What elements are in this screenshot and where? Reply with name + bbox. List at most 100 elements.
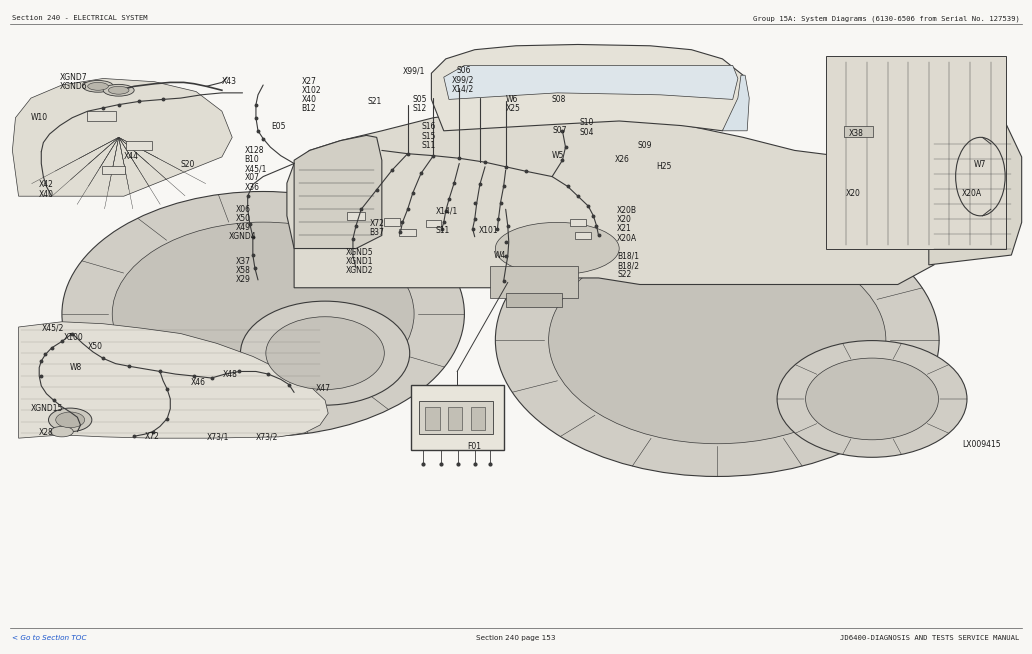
Text: X28: X28 bbox=[39, 428, 54, 438]
Ellipse shape bbox=[103, 84, 134, 96]
Ellipse shape bbox=[88, 82, 108, 90]
Text: X102: X102 bbox=[301, 86, 321, 95]
Text: B12: B12 bbox=[301, 104, 316, 113]
Bar bbox=[411, 385, 504, 450]
Text: X20A: X20A bbox=[617, 233, 638, 243]
Text: X20A: X20A bbox=[962, 189, 982, 198]
Ellipse shape bbox=[108, 86, 129, 94]
Polygon shape bbox=[12, 78, 232, 196]
Text: W6: W6 bbox=[506, 95, 518, 104]
Ellipse shape bbox=[49, 408, 92, 432]
Bar bbox=[384, 218, 400, 226]
Text: X40: X40 bbox=[39, 190, 55, 199]
Text: X99/2: X99/2 bbox=[452, 75, 475, 84]
Text: X29: X29 bbox=[235, 275, 250, 284]
Bar bbox=[844, 126, 873, 137]
Bar bbox=[419, 401, 493, 434]
Text: S05: S05 bbox=[413, 95, 427, 104]
Text: S08: S08 bbox=[551, 95, 566, 104]
Text: X20B: X20B bbox=[617, 206, 637, 215]
Text: JD6400-DIAGNOSIS AND TESTS SERVICE MANUAL: JD6400-DIAGNOSIS AND TESTS SERVICE MANUA… bbox=[840, 634, 1020, 641]
Text: X27: X27 bbox=[301, 77, 316, 86]
Polygon shape bbox=[444, 65, 738, 99]
Text: XGND4: XGND4 bbox=[229, 232, 257, 241]
Text: Section 240 - ELECTRICAL SYSTEM: Section 240 - ELECTRICAL SYSTEM bbox=[12, 15, 148, 22]
Bar bbox=[347, 212, 365, 220]
Text: X73/1: X73/1 bbox=[206, 432, 229, 441]
Text: X06: X06 bbox=[235, 205, 251, 214]
Text: X14/1: X14/1 bbox=[436, 206, 458, 215]
Text: X100: X100 bbox=[64, 333, 84, 342]
Ellipse shape bbox=[62, 192, 464, 436]
Text: B18/1: B18/1 bbox=[617, 252, 639, 261]
Ellipse shape bbox=[56, 412, 85, 428]
Text: F01: F01 bbox=[467, 441, 482, 451]
Text: W8: W8 bbox=[70, 363, 83, 372]
Text: B10: B10 bbox=[245, 155, 259, 164]
Polygon shape bbox=[19, 322, 328, 438]
Text: X47: X47 bbox=[316, 384, 331, 393]
Text: X20: X20 bbox=[846, 189, 861, 198]
Text: X50: X50 bbox=[88, 342, 103, 351]
Text: S16: S16 bbox=[421, 122, 436, 131]
Ellipse shape bbox=[806, 358, 938, 439]
Text: X37: X37 bbox=[235, 257, 251, 266]
Polygon shape bbox=[722, 75, 749, 131]
Bar bbox=[471, 407, 485, 430]
Text: X14/2: X14/2 bbox=[452, 84, 475, 94]
Text: X20: X20 bbox=[617, 215, 632, 224]
Text: X45/2: X45/2 bbox=[41, 324, 64, 333]
Text: S06: S06 bbox=[456, 66, 471, 75]
Text: X58: X58 bbox=[235, 266, 250, 275]
Polygon shape bbox=[287, 110, 941, 288]
Bar bbox=[448, 407, 462, 430]
Text: XGND1: XGND1 bbox=[346, 257, 374, 266]
Text: W4: W4 bbox=[493, 250, 506, 260]
Bar bbox=[506, 293, 562, 307]
Text: X43: X43 bbox=[222, 77, 237, 86]
Text: X44: X44 bbox=[124, 152, 139, 162]
Text: B37: B37 bbox=[369, 228, 384, 237]
Text: S20: S20 bbox=[181, 160, 195, 169]
Bar bbox=[127, 141, 153, 150]
Text: XGND7: XGND7 bbox=[60, 73, 88, 82]
Text: S10: S10 bbox=[580, 118, 594, 128]
Text: X101: X101 bbox=[479, 226, 498, 235]
Text: S15: S15 bbox=[421, 131, 436, 141]
Text: X45/1: X45/1 bbox=[245, 164, 267, 173]
Polygon shape bbox=[431, 44, 748, 131]
Text: X49: X49 bbox=[235, 223, 251, 232]
Ellipse shape bbox=[240, 301, 410, 405]
Text: X128: X128 bbox=[245, 146, 264, 155]
Text: X72: X72 bbox=[144, 432, 159, 441]
Ellipse shape bbox=[495, 222, 619, 275]
Bar bbox=[490, 266, 578, 298]
Bar bbox=[826, 56, 1006, 249]
Text: W7: W7 bbox=[974, 160, 987, 169]
Text: E05: E05 bbox=[271, 122, 286, 131]
Text: X99/1: X99/1 bbox=[402, 66, 425, 75]
Ellipse shape bbox=[266, 317, 384, 390]
Text: < Go to Section TOC: < Go to Section TOC bbox=[12, 634, 87, 641]
Bar bbox=[425, 220, 442, 227]
Text: XGND2: XGND2 bbox=[346, 266, 374, 275]
Text: XGND6: XGND6 bbox=[60, 82, 88, 91]
Text: X40: X40 bbox=[301, 95, 317, 104]
Text: X21: X21 bbox=[617, 224, 632, 233]
Text: S11: S11 bbox=[421, 141, 436, 150]
Text: W10: W10 bbox=[31, 113, 49, 122]
Text: XGND15: XGND15 bbox=[31, 404, 63, 413]
Text: X46: X46 bbox=[191, 378, 206, 387]
Text: X73/2: X73/2 bbox=[256, 432, 279, 441]
Text: Section 240 page 153: Section 240 page 153 bbox=[476, 634, 556, 641]
Text: S11: S11 bbox=[436, 226, 450, 235]
Text: S07: S07 bbox=[552, 126, 567, 135]
Text: S09: S09 bbox=[638, 141, 652, 150]
Polygon shape bbox=[929, 98, 1022, 265]
Ellipse shape bbox=[495, 203, 939, 477]
Text: Group 15A: System Diagrams (6130-6506 from Serial No. 127539): Group 15A: System Diagrams (6130-6506 fr… bbox=[752, 15, 1020, 22]
Text: S22: S22 bbox=[617, 270, 632, 279]
Text: W5: W5 bbox=[552, 151, 565, 160]
Bar bbox=[570, 218, 586, 226]
Text: B18/2: B18/2 bbox=[617, 261, 639, 270]
